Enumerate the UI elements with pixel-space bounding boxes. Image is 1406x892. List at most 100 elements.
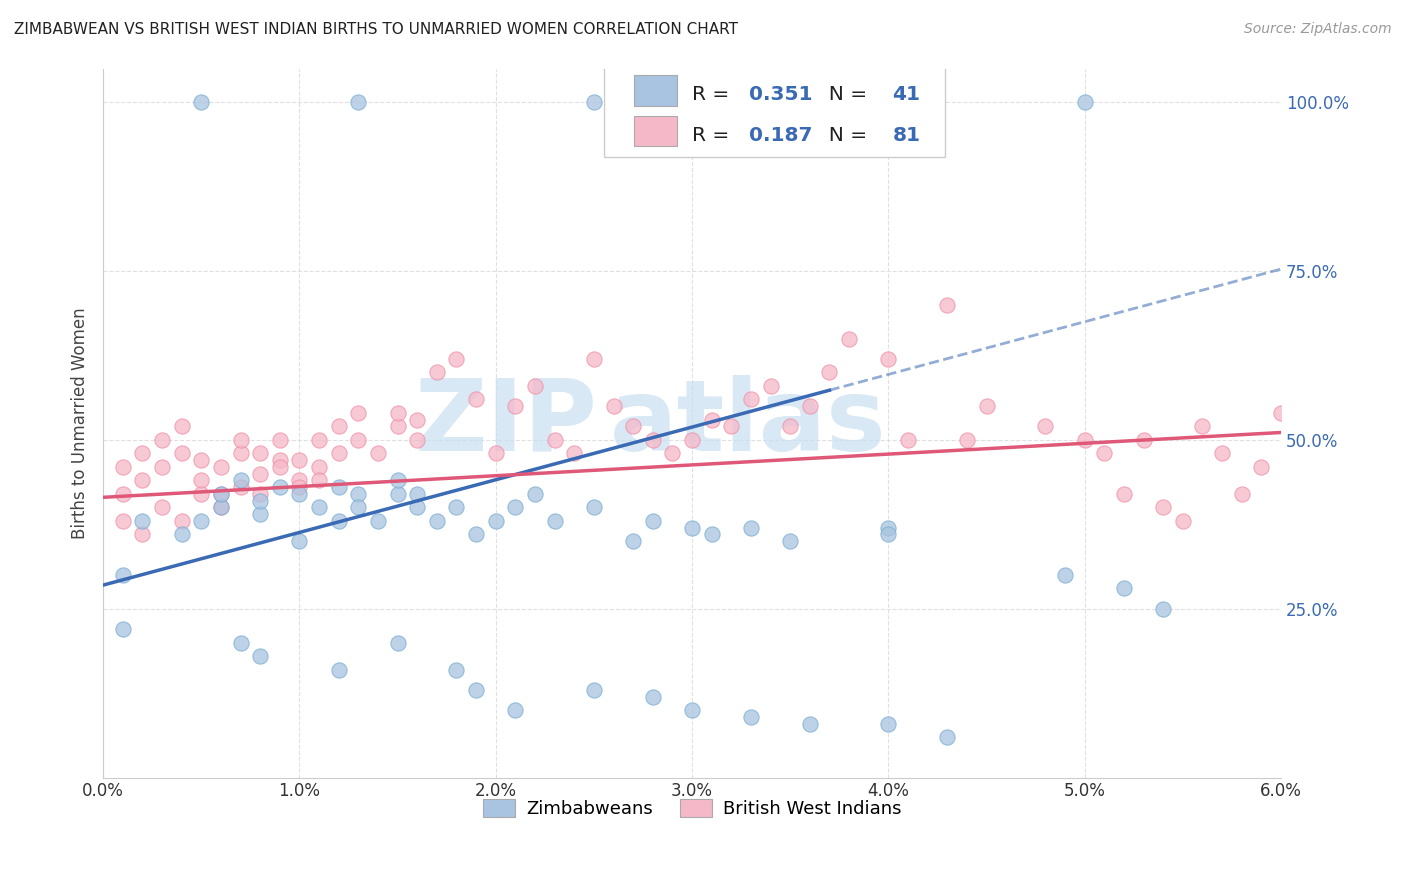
Point <box>249 507 271 521</box>
Point <box>1211 446 1233 460</box>
Legend: Zimbabweans, British West Indians: Zimbabweans, British West Indians <box>475 791 908 825</box>
Text: Source: ZipAtlas.com: Source: ZipAtlas.com <box>1244 22 1392 37</box>
Point <box>190 95 212 110</box>
Point <box>759 379 782 393</box>
Point <box>465 392 488 407</box>
Point <box>1035 419 1057 434</box>
Point <box>582 500 605 515</box>
Point <box>505 703 527 717</box>
Text: 0.351: 0.351 <box>748 86 813 104</box>
Point <box>485 446 508 460</box>
Point <box>1250 459 1272 474</box>
Point <box>170 514 193 528</box>
Point <box>131 474 153 488</box>
Point <box>485 514 508 528</box>
Point <box>700 527 723 541</box>
Point <box>543 514 565 528</box>
Point <box>1092 446 1115 460</box>
Point <box>209 500 232 515</box>
Point <box>740 710 762 724</box>
FancyBboxPatch shape <box>634 76 676 105</box>
Point <box>1073 433 1095 447</box>
Point <box>308 474 330 488</box>
Point <box>131 514 153 528</box>
Point <box>681 521 703 535</box>
Point <box>877 521 900 535</box>
Text: ZIP: ZIP <box>415 375 598 472</box>
Point <box>347 433 370 447</box>
Text: 41: 41 <box>893 86 921 104</box>
Point <box>1112 582 1135 596</box>
Point <box>446 663 468 677</box>
Point <box>328 419 350 434</box>
Point <box>799 716 821 731</box>
Point <box>740 521 762 535</box>
Point <box>170 527 193 541</box>
Point <box>641 514 664 528</box>
Point <box>209 500 232 515</box>
Text: 81: 81 <box>893 126 921 145</box>
Point <box>111 568 134 582</box>
Point <box>387 635 409 649</box>
Point <box>229 446 252 460</box>
Point <box>170 419 193 434</box>
Point <box>229 474 252 488</box>
Point <box>328 480 350 494</box>
Point <box>288 453 311 467</box>
Point <box>111 459 134 474</box>
Point <box>426 365 449 379</box>
Point <box>308 433 330 447</box>
Point <box>249 467 271 481</box>
Point <box>406 412 429 426</box>
Text: R =: R = <box>692 126 735 145</box>
Point <box>209 487 232 501</box>
Point <box>387 419 409 434</box>
Point <box>877 527 900 541</box>
Point <box>328 514 350 528</box>
Point <box>269 453 291 467</box>
Point <box>799 399 821 413</box>
Point <box>387 487 409 501</box>
Point <box>446 500 468 515</box>
Point <box>1270 406 1292 420</box>
Point <box>426 514 449 528</box>
Point <box>1053 568 1076 582</box>
Point <box>170 446 193 460</box>
Point <box>877 351 900 366</box>
Point <box>641 433 664 447</box>
Point <box>406 433 429 447</box>
Point <box>465 682 488 697</box>
Point <box>582 351 605 366</box>
Point <box>779 419 801 434</box>
Point <box>288 474 311 488</box>
Point <box>562 446 585 460</box>
Point <box>249 493 271 508</box>
Y-axis label: Births to Unmarried Women: Births to Unmarried Women <box>72 307 89 539</box>
Point <box>1171 514 1194 528</box>
Point <box>543 433 565 447</box>
Point <box>288 487 311 501</box>
Point <box>308 459 330 474</box>
Point <box>229 635 252 649</box>
Text: N =: N = <box>815 126 873 145</box>
Point <box>465 527 488 541</box>
Point <box>1073 95 1095 110</box>
Point <box>936 730 959 744</box>
Point <box>150 459 173 474</box>
Point <box>150 500 173 515</box>
Point <box>190 474 212 488</box>
Point <box>582 95 605 110</box>
Point <box>700 412 723 426</box>
Point <box>249 648 271 663</box>
Point <box>269 480 291 494</box>
Point <box>190 514 212 528</box>
Point <box>150 433 173 447</box>
Point <box>347 95 370 110</box>
Point <box>249 487 271 501</box>
Point <box>111 622 134 636</box>
Point <box>131 446 153 460</box>
Point <box>818 365 841 379</box>
Point <box>838 332 860 346</box>
Point <box>877 716 900 731</box>
Point <box>681 703 703 717</box>
